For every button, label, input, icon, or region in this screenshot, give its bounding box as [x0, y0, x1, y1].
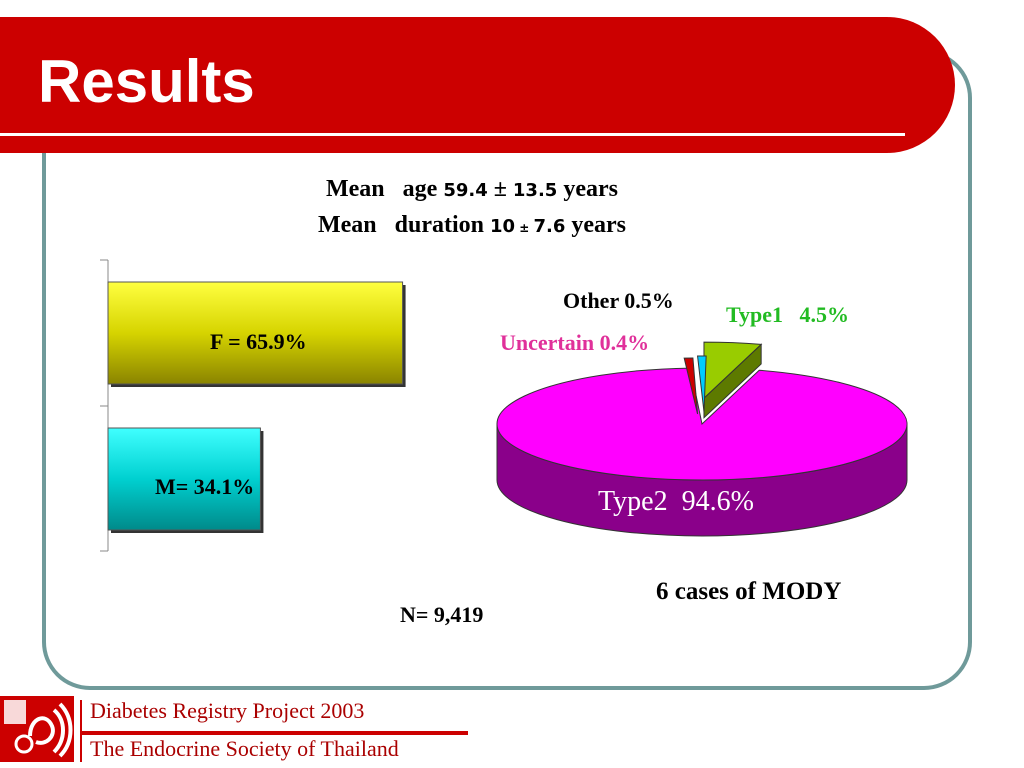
footer-rule [82, 731, 468, 735]
mean-duration-suffix: years [565, 212, 627, 238]
pie-slice-type2 [496, 367, 908, 481]
pie-chart [496, 341, 908, 537]
footer-society: The Endocrine Society of Thailand [90, 736, 399, 761]
mean-duration-prefix: Mean duration [317, 212, 490, 238]
title-underline [0, 133, 905, 136]
slide-title: Results [38, 48, 255, 115]
mean-age-suffix: years [557, 176, 618, 202]
pie-label-other: Other 0.5% [563, 288, 674, 313]
mody-note: 6 cases of MODY [656, 578, 842, 605]
society-logo [0, 696, 74, 762]
bar-m [107, 427, 261, 531]
mean-age-line: Mean age 59.4 ± 13.5 years [0, 176, 944, 203]
pie-label-uncertain: Uncertain 0.4% [500, 330, 650, 355]
pie-slice-other [697, 355, 707, 413]
footer-project: Diabetes Registry Project 2003 [90, 698, 365, 723]
pie-slice-type1 [703, 341, 763, 400]
bar-m-label: M= 34.1% [155, 474, 255, 499]
title-bar [0, 17, 955, 153]
pie-label-type1: Type1 4.5% [726, 302, 850, 327]
sample-size: N= 9,419 [400, 602, 484, 627]
mean-age-sd: 13.5 [512, 180, 558, 201]
bar-f [107, 281, 404, 385]
footer-divider [80, 700, 82, 762]
mean-duration-pm: ± [515, 221, 534, 235]
mean-duration-value: 10 [489, 216, 516, 237]
pie-slice-uncertain [683, 357, 699, 415]
mean-age-value: 59.4 [443, 180, 488, 201]
bar-f-label: F = 65.9% [210, 329, 307, 354]
society-logo-icon [4, 700, 73, 758]
bar-chart [100, 259, 406, 552]
mean-age-pm: ± [487, 176, 513, 202]
mean-duration-line: Mean duration 10 ± 7.6 years [0, 212, 944, 239]
mean-age-prefix: Mean age [326, 176, 444, 202]
mean-duration-sd: 7.6 [533, 216, 566, 237]
pie-label-type2: Type2 94.6% [598, 486, 754, 517]
